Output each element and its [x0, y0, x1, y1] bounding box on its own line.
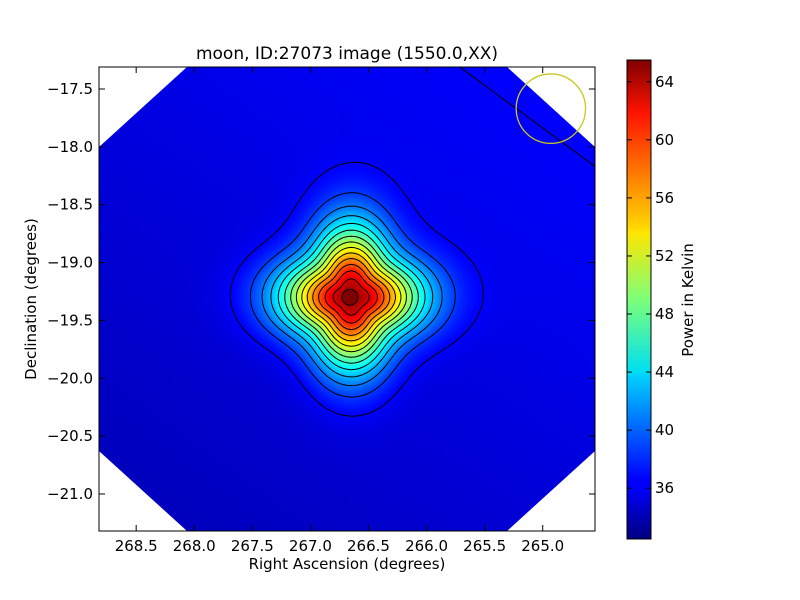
contour-line-1: [229, 67, 595, 417]
y-tick-label: −21.0: [47, 485, 93, 503]
source-dot: [341, 288, 359, 306]
colorbar-label: Power in Kelvin: [679, 243, 697, 357]
x-axis: 268.5 268.0 267.5 267.0 266.5 266.0 265.5 265.0: [115, 67, 564, 555]
colorbar-tick-label: 60: [655, 131, 674, 149]
colorbar: 36 40 44 48 52 56 60 64 Power in Kelvin: [626, 59, 697, 540]
y-axis: −17.5 −18.0 −18.5 −19.0 −19.5 −20.0 −20.5 −21.0: [47, 80, 595, 503]
x-tick-label: 266.5: [347, 537, 390, 555]
y-tick-label: −20.5: [47, 427, 93, 445]
y-tick-label: −20.0: [47, 369, 93, 387]
y-tick-label: −18.5: [47, 196, 93, 214]
colorbar-tick-label: 44: [655, 363, 674, 381]
contour-line-4: [270, 215, 434, 378]
colorbar-tick-label: 36: [655, 479, 674, 497]
x-tick-label: 267.5: [231, 537, 274, 555]
plot-area: [98, 66, 596, 532]
y-tick-label: −17.5: [47, 80, 93, 98]
contour-line-12: [318, 263, 385, 331]
contour-line-7: [290, 235, 413, 358]
contour-line-2: [249, 192, 456, 398]
x-tick-label: 266.0: [405, 537, 448, 555]
contour-line-3: [261, 205, 443, 387]
contour-line-6: [284, 229, 419, 364]
x-tick-label: 265.5: [463, 537, 506, 555]
x-tick-label: 268.0: [173, 537, 216, 555]
x-axis-label: Right Ascension (degrees): [249, 555, 446, 573]
x-tick-label: 265.0: [521, 537, 564, 555]
y-tick-label: −19.5: [47, 311, 93, 329]
x-tick-label: 267.0: [289, 537, 332, 555]
contour-line-14: [332, 278, 370, 316]
colorbar-tick-label: 48: [655, 305, 674, 323]
y-tick-label: −18.0: [47, 138, 93, 156]
contour-line-10: [306, 252, 396, 342]
contour-lines: [229, 67, 595, 417]
colorbar-tick-label: 40: [655, 421, 674, 439]
contour-line-11: [312, 258, 391, 336]
contour-line-8: [295, 241, 407, 353]
contour-line-5: [277, 222, 426, 371]
contour-line-13: [324, 270, 378, 324]
y-tick-label: −19.0: [47, 254, 93, 272]
contour-line-9: [301, 246, 402, 347]
x-tick-label: 268.5: [115, 537, 158, 555]
chart-title: moon, ID:27073 image (1550.0,XX): [196, 44, 498, 64]
colorbar-ticks: 36 40 44 48 52 56 60 64: [627, 73, 674, 497]
colorbar-gradient: [626, 59, 652, 540]
plot-frame: [98, 66, 596, 532]
colorbar-tick-label: 52: [655, 247, 674, 265]
marker-circle: [515, 73, 587, 145]
y-axis-label: Declination (degrees): [22, 218, 40, 380]
colorbar-tick-label: 64: [655, 73, 674, 91]
colorbar-tick-label: 56: [655, 189, 674, 207]
